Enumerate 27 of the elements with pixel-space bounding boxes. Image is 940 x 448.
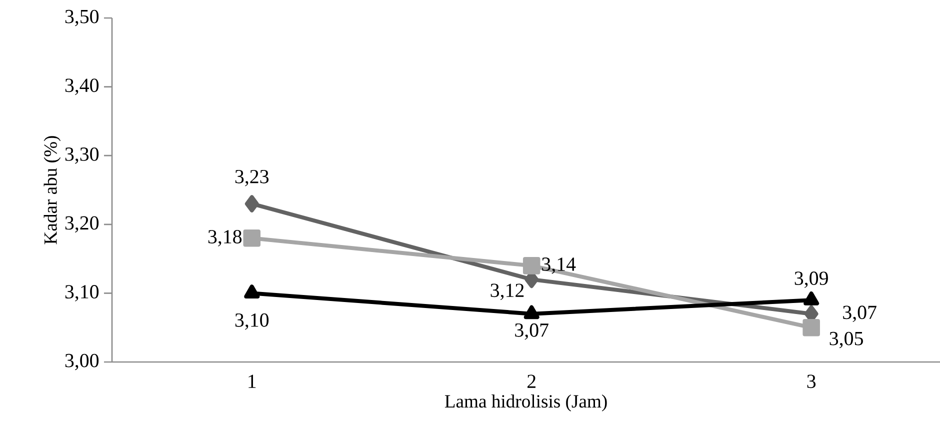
- x-tick-label: 2: [527, 374, 536, 388]
- data-label: 3,09: [794, 272, 828, 288]
- x-axis-title: Lama hidrolisis (Jam): [444, 394, 607, 412]
- y-tick-label: 3,00: [65, 354, 99, 370]
- point: [244, 284, 260, 299]
- x-tick-label: 3: [807, 374, 816, 388]
- data-label: 3,23: [235, 170, 269, 186]
- data-label: 3,18: [208, 230, 242, 246]
- x-tick-label: 1: [248, 374, 256, 388]
- point: [524, 305, 540, 320]
- y-tick-label: 3,40: [65, 78, 99, 95]
- data-label: 3,14: [542, 258, 576, 274]
- point: [522, 257, 540, 274]
- y-tick-label: 3,50: [65, 10, 99, 26]
- data-label: 3,05: [830, 332, 863, 348]
- data-label: 3,07: [843, 306, 876, 322]
- point: [802, 318, 820, 336]
- y-tick-label: 3,20: [65, 216, 99, 233]
- data-label: 3,12: [490, 284, 524, 300]
- y-tick-label: 3,10: [65, 285, 99, 302]
- y-tick-label: 3,30: [65, 147, 99, 164]
- data-label: 3,10: [235, 313, 269, 330]
- point: [804, 291, 820, 306]
- data-label: 3,07: [515, 323, 548, 340]
- y-axis-title: Kadar abu (%): [44, 136, 61, 244]
- point: [244, 195, 259, 212]
- point: [243, 230, 260, 247]
